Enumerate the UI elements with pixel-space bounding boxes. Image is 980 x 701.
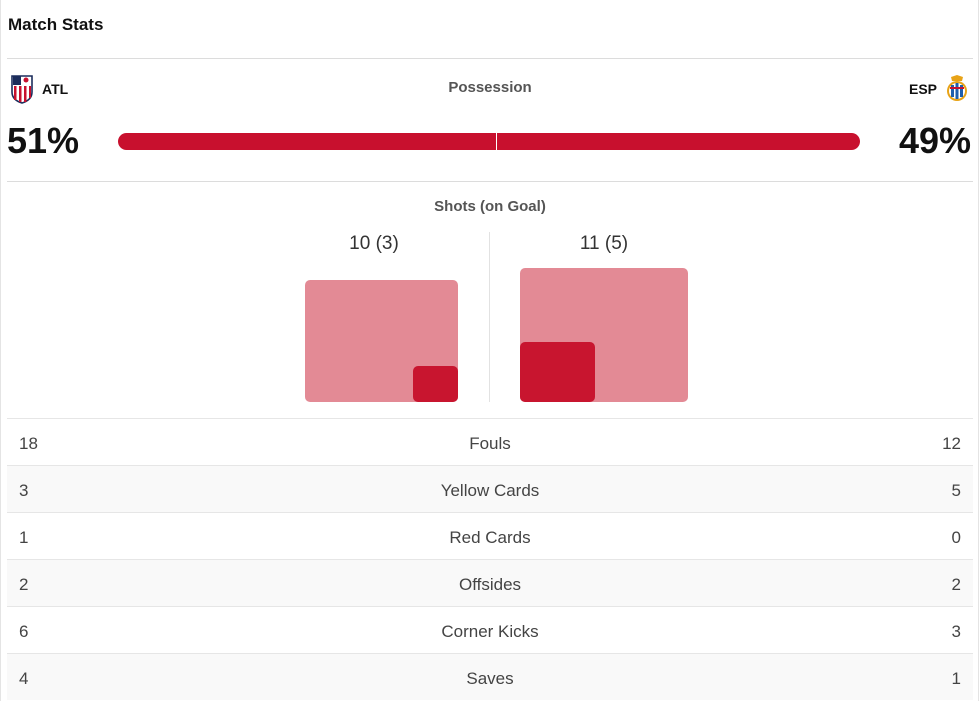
divider — [7, 181, 973, 182]
stat-row-offsides: 2 Offsides 2 — [7, 559, 973, 606]
atletico-crest-icon — [10, 74, 34, 104]
away-team-abbr: ESP — [908, 81, 937, 97]
home-value: 1 — [19, 528, 29, 547]
home-shots-value: 10 (3) — [349, 233, 399, 254]
away-value: 2 — [951, 575, 961, 594]
right-border — [978, 0, 979, 701]
stat-row-saves: 4 Saves 1 — [7, 653, 973, 700]
home-value: 2 — [19, 575, 29, 594]
stat-row-fouls: 18 Fouls 12 — [7, 418, 973, 465]
possession-label: Possession — [448, 79, 532, 96]
home-team: ATL — [10, 74, 68, 104]
home-possession: 51% — [7, 120, 80, 161]
away-value: 5 — [951, 481, 961, 500]
away-team: ESP — [909, 74, 969, 104]
away-shots-value: 11 (5) — [579, 233, 629, 254]
stat-row-corner-kicks: 6 Corner Kicks 3 — [7, 606, 973, 653]
away-shots-on-goal-box — [520, 342, 595, 402]
section-title: Match Stats — [8, 15, 104, 34]
stat-label: Offsides — [458, 575, 522, 594]
home-possession-bar — [118, 133, 497, 150]
left-border — [0, 0, 1, 701]
stats-table: 18 Fouls 12 3 Yellow Cards 5 1 Red Cards… — [7, 418, 973, 700]
possession-bar — [118, 133, 860, 150]
shots-divider — [489, 232, 490, 402]
divider — [7, 58, 973, 59]
stat-label: Corner Kicks — [441, 622, 539, 641]
stat-label: Fouls — [469, 434, 511, 453]
home-value: 4 — [19, 669, 29, 688]
stat-label: Red Cards — [449, 528, 531, 547]
espanyol-crest-icon — [945, 74, 969, 104]
stat-row-red-cards: 1 Red Cards 0 — [7, 512, 973, 559]
stat-label: Saves — [466, 669, 514, 688]
away-possession-bar — [496, 133, 860, 150]
stat-row-yellow-cards: 3 Yellow Cards 5 — [7, 465, 973, 512]
stat-label: Yellow Cards — [440, 481, 540, 500]
away-value: 12 — [942, 434, 961, 453]
away-value: 1 — [951, 669, 961, 688]
away-possession: 49% — [898, 120, 971, 161]
home-team-abbr: ATL — [42, 81, 69, 97]
home-value: 6 — [19, 622, 29, 641]
home-shots-on-goal-box — [412, 365, 458, 402]
home-value: 18 — [19, 434, 38, 453]
away-value: 3 — [951, 622, 961, 641]
home-value: 3 — [19, 481, 29, 500]
away-value: 0 — [951, 528, 961, 547]
shots-label: Shots (on Goal) — [434, 198, 546, 215]
